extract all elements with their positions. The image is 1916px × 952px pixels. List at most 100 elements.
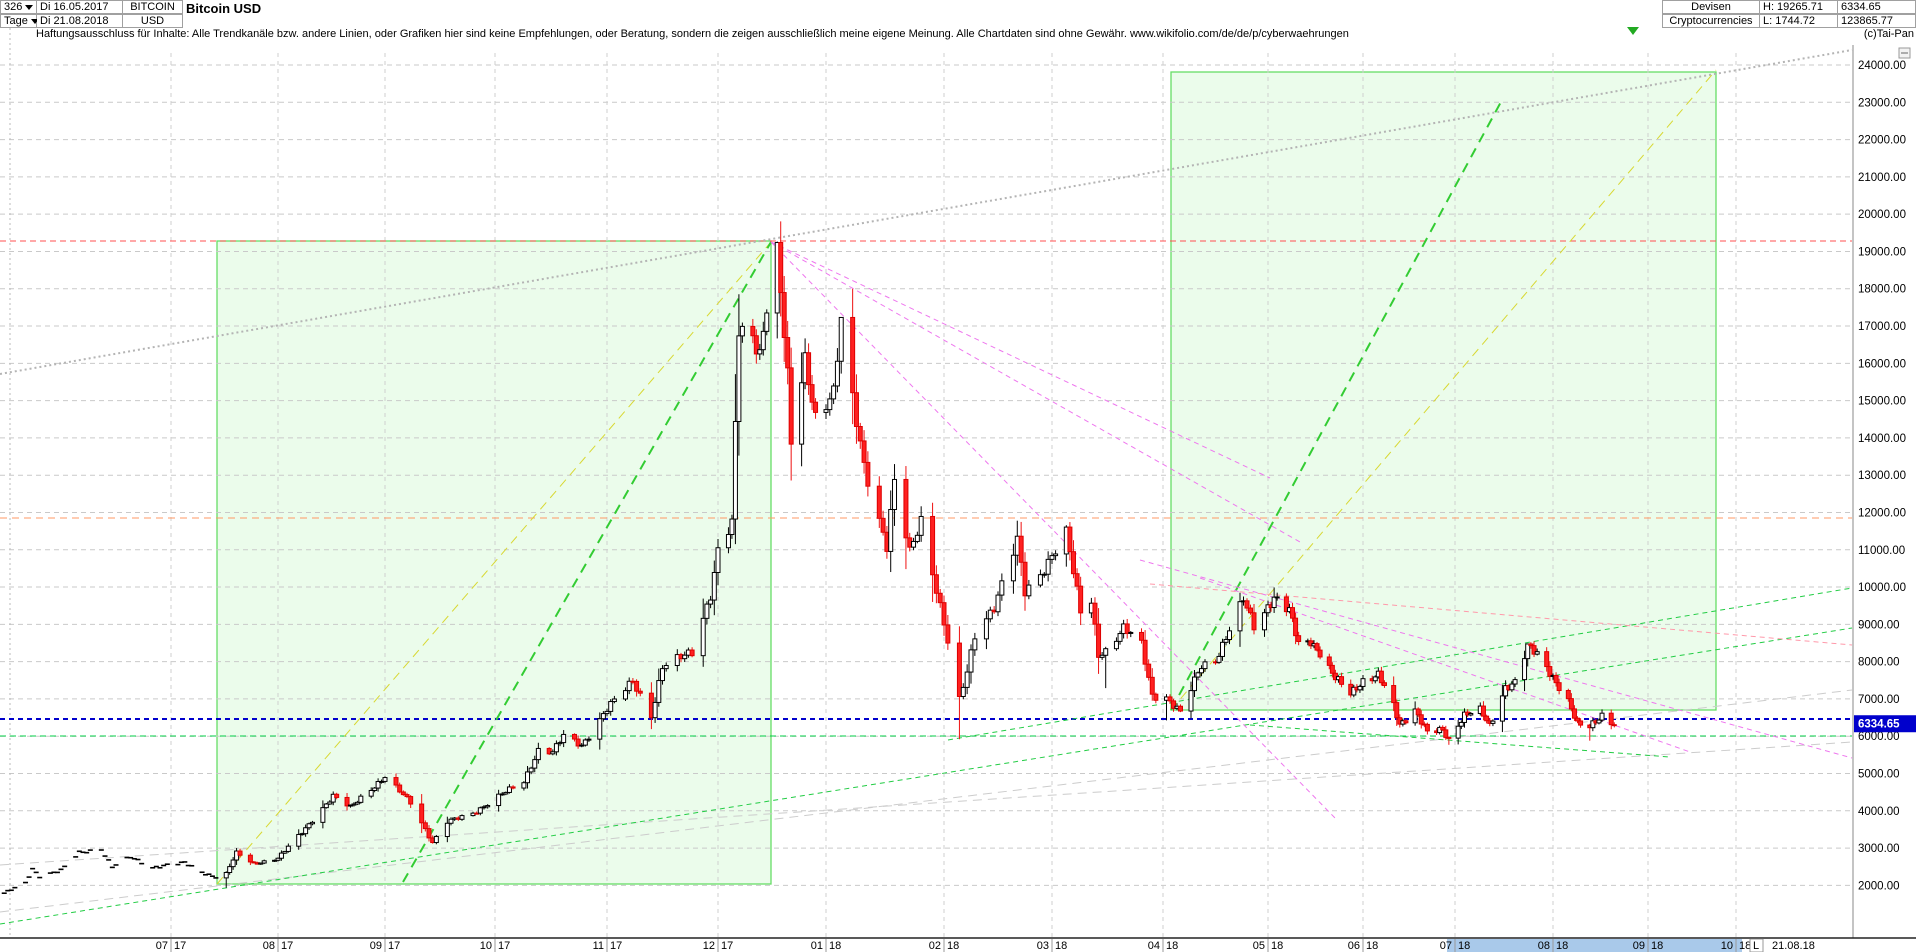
- candle: [1571, 708, 1577, 719]
- candle: [237, 850, 243, 856]
- candle: [408, 796, 414, 805]
- candle: [704, 603, 710, 619]
- candle: [850, 316, 856, 394]
- candle: [1415, 708, 1421, 716]
- month-label: 09: [1633, 940, 1645, 952]
- candle: [656, 680, 662, 703]
- candle: [1339, 676, 1345, 685]
- candle: [1480, 705, 1486, 717]
- candle: [660, 668, 665, 682]
- bars-count-value: 326: [4, 1, 23, 13]
- candle: [1608, 712, 1614, 726]
- price-axis-label: 22000.00: [1858, 135, 1906, 147]
- candle: [433, 836, 439, 844]
- candle: [1049, 555, 1055, 560]
- candle: [1202, 661, 1208, 670]
- price-axis-label: 19000.00: [1858, 246, 1906, 258]
- candle: [1357, 685, 1363, 691]
- yellow-diag-box1: [216, 241, 772, 885]
- candle: [813, 401, 819, 413]
- candle: [861, 440, 867, 463]
- month-label: 02: [929, 940, 941, 952]
- candle: [888, 509, 894, 552]
- trend-box-2018-border: [1170, 71, 1717, 711]
- bars-count-dropdown[interactable]: 326: [0, 0, 37, 14]
- candle: [282, 850, 288, 854]
- price-axis-label: 24000.00: [1858, 60, 1906, 72]
- date-to-field[interactable]: Di 21.08.2018: [37, 14, 123, 28]
- candle: [444, 822, 450, 838]
- date-from-field[interactable]: Di 16.05.2017: [37, 0, 123, 14]
- year-label: 17: [610, 940, 622, 952]
- price-axis-label: 15000.00: [1858, 396, 1906, 408]
- candle: [945, 624, 951, 644]
- candle: [1283, 596, 1289, 613]
- green-decline-short: [1249, 724, 1671, 758]
- candle: [799, 382, 805, 445]
- candle: [838, 316, 844, 362]
- green-steep-2018: [1170, 99, 1503, 711]
- candle: [739, 325, 745, 337]
- candle: [532, 759, 538, 769]
- candle: [1053, 553, 1059, 557]
- candle: [1041, 573, 1047, 576]
- price-axis-label: 3000.00: [1858, 843, 1900, 855]
- candle: [1271, 596, 1277, 609]
- price-axis-label: 8000.00: [1858, 657, 1900, 669]
- price-axis-label: 16000.00: [1858, 358, 1906, 370]
- candle: [1022, 561, 1028, 597]
- last-marker: L: [1753, 940, 1759, 952]
- candle: [278, 852, 284, 859]
- period-dropdown[interactable]: Tage: [0, 14, 39, 28]
- candle: [1440, 726, 1446, 731]
- price-axis-label: 21000.00: [1858, 172, 1906, 184]
- year-label: 18: [1055, 940, 1067, 952]
- candle: [546, 747, 552, 755]
- candle: [1509, 683, 1515, 691]
- price-axis-label: 12000.00: [1858, 507, 1906, 519]
- candle: [1565, 690, 1571, 700]
- candle: [397, 784, 403, 793]
- value2-cell: 123865.77: [1838, 14, 1916, 28]
- candle: [823, 409, 829, 413]
- price-axis-label: 10000.00: [1858, 582, 1906, 594]
- candle: [303, 827, 309, 835]
- candle: [597, 718, 603, 740]
- candle: [1244, 600, 1250, 609]
- candle: [1293, 617, 1299, 637]
- gray-dashed-1: [0, 689, 1853, 913]
- price-value-cell: 6334.65: [1838, 0, 1916, 14]
- candle: [1274, 596, 1280, 599]
- candle: [1026, 584, 1032, 597]
- price-axis-label: 6000.00: [1858, 731, 1900, 743]
- candle: [1099, 654, 1105, 658]
- year-label: 18: [1556, 940, 1568, 952]
- last-date-label: 21.08.18: [1772, 940, 1815, 952]
- month-label: 01: [811, 940, 823, 952]
- candle: [785, 337, 791, 369]
- candle: [1556, 682, 1562, 692]
- salmon-shallow: [1149, 583, 1853, 646]
- month-label: 08: [263, 940, 275, 952]
- minimize-icon[interactable]: [1898, 47, 1911, 59]
- candle: [968, 649, 974, 673]
- month-label: 07: [1440, 940, 1452, 952]
- candle: [1139, 631, 1145, 641]
- candle: [1590, 720, 1596, 729]
- candle: [725, 534, 731, 549]
- candle: [732, 420, 738, 520]
- year-label: 18: [1458, 940, 1470, 952]
- candle: [1351, 686, 1357, 696]
- year-label: 17: [388, 940, 400, 952]
- candle: [1146, 663, 1152, 678]
- candle: [778, 242, 784, 294]
- candle: [1251, 612, 1257, 631]
- candle: [611, 698, 617, 703]
- candle: [1525, 643, 1531, 660]
- candle: [1547, 666, 1553, 677]
- candle: [510, 786, 516, 789]
- candles: [1, 221, 1617, 895]
- month-label: 04: [1148, 940, 1160, 952]
- candle: [750, 325, 756, 337]
